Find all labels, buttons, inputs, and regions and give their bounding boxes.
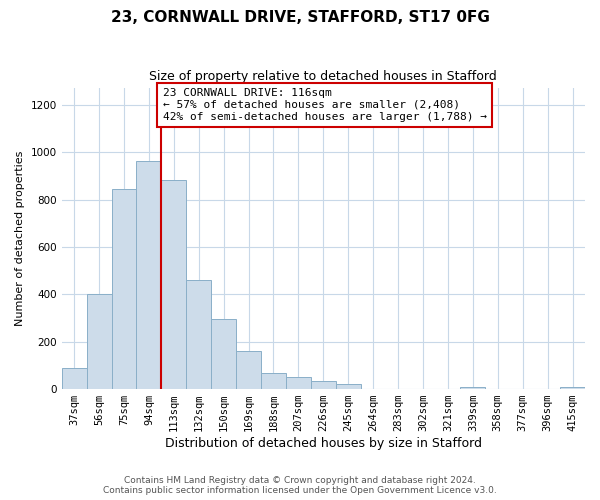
X-axis label: Distribution of detached houses by size in Stafford: Distribution of detached houses by size … xyxy=(165,437,482,450)
Bar xyxy=(86,294,112,389)
Text: Contains HM Land Registry data © Crown copyright and database right 2024.
Contai: Contains HM Land Registry data © Crown c… xyxy=(103,476,497,495)
Bar xyxy=(211,319,236,389)
Title: Size of property relative to detached houses in Stafford: Size of property relative to detached ho… xyxy=(149,70,497,83)
Bar xyxy=(286,377,311,389)
Y-axis label: Number of detached properties: Number of detached properties xyxy=(15,151,25,326)
Bar xyxy=(261,372,286,389)
Bar xyxy=(161,180,186,389)
Text: 23 CORNWALL DRIVE: 116sqm
← 57% of detached houses are smaller (2,408)
42% of se: 23 CORNWALL DRIVE: 116sqm ← 57% of detac… xyxy=(163,88,487,122)
Bar xyxy=(236,351,261,389)
Text: 23, CORNWALL DRIVE, STAFFORD, ST17 0FG: 23, CORNWALL DRIVE, STAFFORD, ST17 0FG xyxy=(110,10,490,25)
Bar xyxy=(336,384,361,389)
Bar xyxy=(560,386,585,389)
Bar xyxy=(136,160,161,389)
Bar xyxy=(62,368,86,389)
Bar xyxy=(186,280,211,389)
Bar xyxy=(112,189,136,389)
Bar xyxy=(311,381,336,389)
Bar xyxy=(460,386,485,389)
